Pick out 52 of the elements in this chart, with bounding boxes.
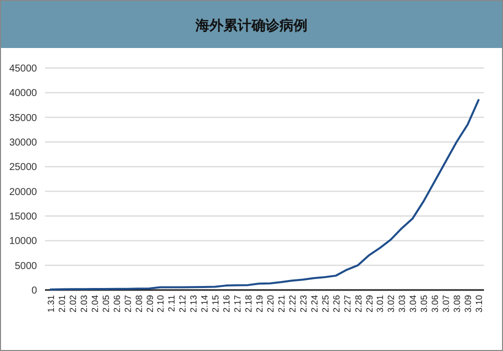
y-tick-label: 5000 bbox=[14, 260, 38, 272]
x-tick-label: 2.20 bbox=[265, 295, 276, 313]
y-tick-label: 0 bbox=[31, 286, 38, 296]
x-tick-label: 2.28 bbox=[353, 295, 364, 313]
x-tick-label: 2.18 bbox=[244, 295, 254, 313]
x-tick-label: 3.10 bbox=[474, 295, 484, 313]
x-tick-label: 2.10 bbox=[156, 295, 166, 313]
x-tick-label: 3.05 bbox=[419, 295, 430, 313]
x-tick-label: 1.31 bbox=[46, 295, 56, 313]
x-tick-label: 2.17 bbox=[232, 295, 243, 313]
y-tick-label: 40000 bbox=[9, 88, 38, 100]
x-tick-label: 3.04 bbox=[408, 295, 418, 313]
y-tick-label: 25000 bbox=[9, 162, 38, 174]
x-tick-label: 2.16 bbox=[222, 295, 232, 313]
x-tick-label: 2.26 bbox=[331, 295, 342, 313]
x-tick-label: 2.07 bbox=[122, 295, 133, 313]
x-tick-label: 2.23 bbox=[298, 295, 308, 313]
x-tick-label: 3.09 bbox=[463, 295, 474, 313]
x-tick-label: 2.27 bbox=[342, 295, 352, 313]
x-tick-label: 3.06 bbox=[430, 295, 440, 313]
x-tick-label: 2.11 bbox=[166, 295, 177, 312]
x-tick-label: 2.15 bbox=[210, 295, 221, 313]
x-tick-label: 2.12 bbox=[178, 295, 188, 313]
x-tick-label: 2.29 bbox=[364, 295, 374, 313]
x-tick-label: 2.02 bbox=[68, 295, 78, 313]
x-tick-label: 2.21 bbox=[276, 295, 286, 313]
x-tick-label: 2.01 bbox=[56, 295, 67, 313]
x-tick-label: 3.02 bbox=[386, 295, 396, 313]
x-tick-label: 2.05 bbox=[100, 295, 111, 313]
x-tick-label: 2.13 bbox=[188, 295, 199, 313]
x-tick-label: 2.06 bbox=[112, 295, 122, 313]
y-tick-label: 10000 bbox=[9, 236, 38, 248]
y-tick-label: 20000 bbox=[9, 186, 38, 198]
y-tick-label: 45000 bbox=[9, 64, 38, 74]
x-tick-label: 2.19 bbox=[254, 295, 265, 313]
y-tick-label: 30000 bbox=[9, 138, 38, 148]
y-tick-label: 15000 bbox=[9, 212, 38, 222]
y-tick-label: 35000 bbox=[9, 112, 38, 124]
line-series bbox=[49, 99, 480, 291]
x-tick-label: 3.07 bbox=[441, 295, 452, 313]
x-tick-label: 2.25 bbox=[320, 295, 330, 313]
x-tick-label: 2.22 bbox=[287, 295, 298, 313]
x-tick-label: 2.08 bbox=[134, 295, 144, 313]
x-tick-label: 2.04 bbox=[90, 295, 100, 313]
x-tick-label: 3.01 bbox=[375, 295, 386, 313]
x-tick-label: 2.24 bbox=[309, 295, 320, 313]
x-tick-label: 2.03 bbox=[78, 295, 89, 313]
x-tick-label: 2.14 bbox=[200, 295, 210, 313]
chart-title: 海外累计确诊病例 bbox=[194, 17, 308, 33]
x-tick-label: 3.03 bbox=[397, 295, 408, 313]
x-tick-label: 2.09 bbox=[144, 295, 155, 313]
x-tick-label: 3.08 bbox=[452, 295, 462, 313]
